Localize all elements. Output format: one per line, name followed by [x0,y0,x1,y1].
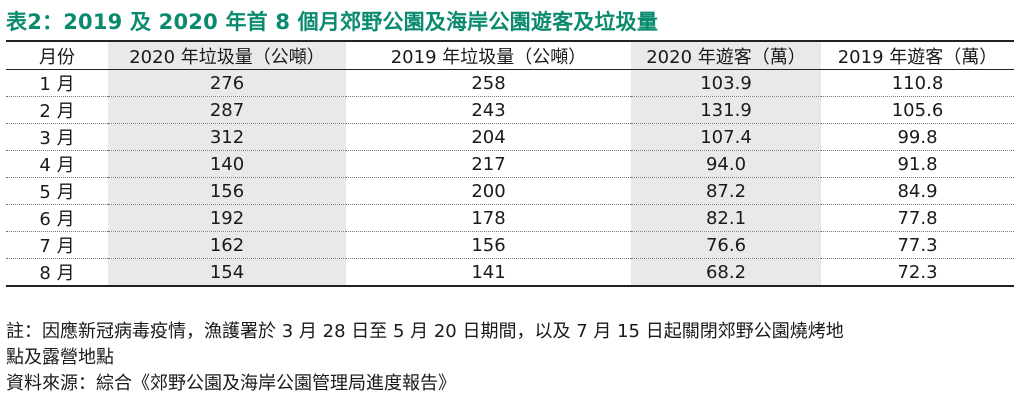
cell-waste-2020: 287 [108,96,346,124]
cell-month: 6 月 [6,204,108,232]
cell-waste-2020: 276 [108,69,346,97]
cell-waste-2019: 178 [346,204,631,232]
cell-visitors-2019: 77.3 [821,231,1014,259]
cell-waste-2019: 204 [346,123,631,151]
cell-waste-2020: 312 [108,123,346,151]
note-text-line-1: 註：因應新冠病毒疫情，漁護署於 3 月 28 日至 5 月 20 日期間，以及 … [6,321,844,342]
source-text: 資料來源：綜合《郊野公園及海岸公園管理局進度報告》 [6,373,456,394]
cell-month: 3 月 [6,123,108,151]
header-waste-2019: 2019 年垃圾量（公噸） [346,40,631,70]
cell-visitors-2019: 91.8 [821,150,1014,178]
cell-waste-2020: 156 [108,177,346,205]
cell-visitors-2019: 72.3 [821,258,1014,287]
table-row: 2 月 287 243 131.9 105.6 [6,96,1014,124]
cell-month: 2 月 [6,96,108,124]
cell-visitors-2020: 76.6 [631,231,821,259]
table-notes: 註：因應新冠病毒疫情，漁護署於 3 月 28 日至 5 月 20 日期間，以及 … [6,319,1016,397]
cell-waste-2019: 258 [346,69,631,97]
cell-month: 1 月 [6,69,108,97]
header-month: 月份 [6,40,108,70]
cell-visitors-2019: 110.8 [821,69,1014,97]
header-waste-2020: 2020 年垃圾量（公噸） [108,40,346,70]
cell-waste-2020: 192 [108,204,346,232]
table-row: 5 月 156 200 87.2 84.9 [6,177,1014,205]
cell-visitors-2019: 77.8 [821,204,1014,232]
table-header-row: 月份 2020 年垃圾量（公噸） 2019 年垃圾量（公噸） 2020 年遊客（… [6,40,1014,70]
note-text-line-2: 點及露營地點 [6,347,114,368]
cell-waste-2020: 162 [108,231,346,259]
cell-waste-2019: 156 [346,231,631,259]
cell-waste-2019: 200 [346,177,631,205]
table-row: 6 月 192 178 82.1 77.8 [6,204,1014,232]
cell-waste-2020: 140 [108,150,346,178]
cell-visitors-2019: 84.9 [821,177,1014,205]
header-visitors-2019: 2019 年遊客（萬） [821,40,1014,70]
cell-waste-2019: 243 [346,96,631,124]
cell-visitors-2020: 82.1 [631,204,821,232]
cell-visitors-2019: 99.8 [821,123,1014,151]
table-row: 7 月 162 156 76.6 77.3 [6,231,1014,259]
data-table: 月份 2020 年垃圾量（公噸） 2019 年垃圾量（公噸） 2020 年遊客（… [6,40,1014,287]
cell-visitors-2020: 94.0 [631,150,821,178]
cell-visitors-2020: 87.2 [631,177,821,205]
cell-month: 7 月 [6,231,108,259]
cell-visitors-2020: 131.9 [631,96,821,124]
cell-waste-2020: 154 [108,258,346,287]
cell-visitors-2020: 103.9 [631,69,821,97]
cell-month: 8 月 [6,258,108,287]
table-row: 4 月 140 217 94.0 91.8 [6,150,1014,178]
cell-visitors-2020: 107.4 [631,123,821,151]
cell-month: 5 月 [6,177,108,205]
header-visitors-2020: 2020 年遊客（萬） [631,40,821,70]
cell-visitors-2020: 68.2 [631,258,821,287]
table-title: 表2：2019 及 2020 年首 8 個月郊野公園及海岸公園遊客及垃圾量 [6,10,659,34]
cell-waste-2019: 217 [346,150,631,178]
cell-waste-2019: 141 [346,258,631,287]
table-row: 3 月 312 204 107.4 99.8 [6,123,1014,151]
table-row: 1 月 276 258 103.9 110.8 [6,69,1014,97]
table-row: 8 月 154 141 68.2 72.3 [6,258,1014,287]
cell-visitors-2019: 105.6 [821,96,1014,124]
cell-month: 4 月 [6,150,108,178]
